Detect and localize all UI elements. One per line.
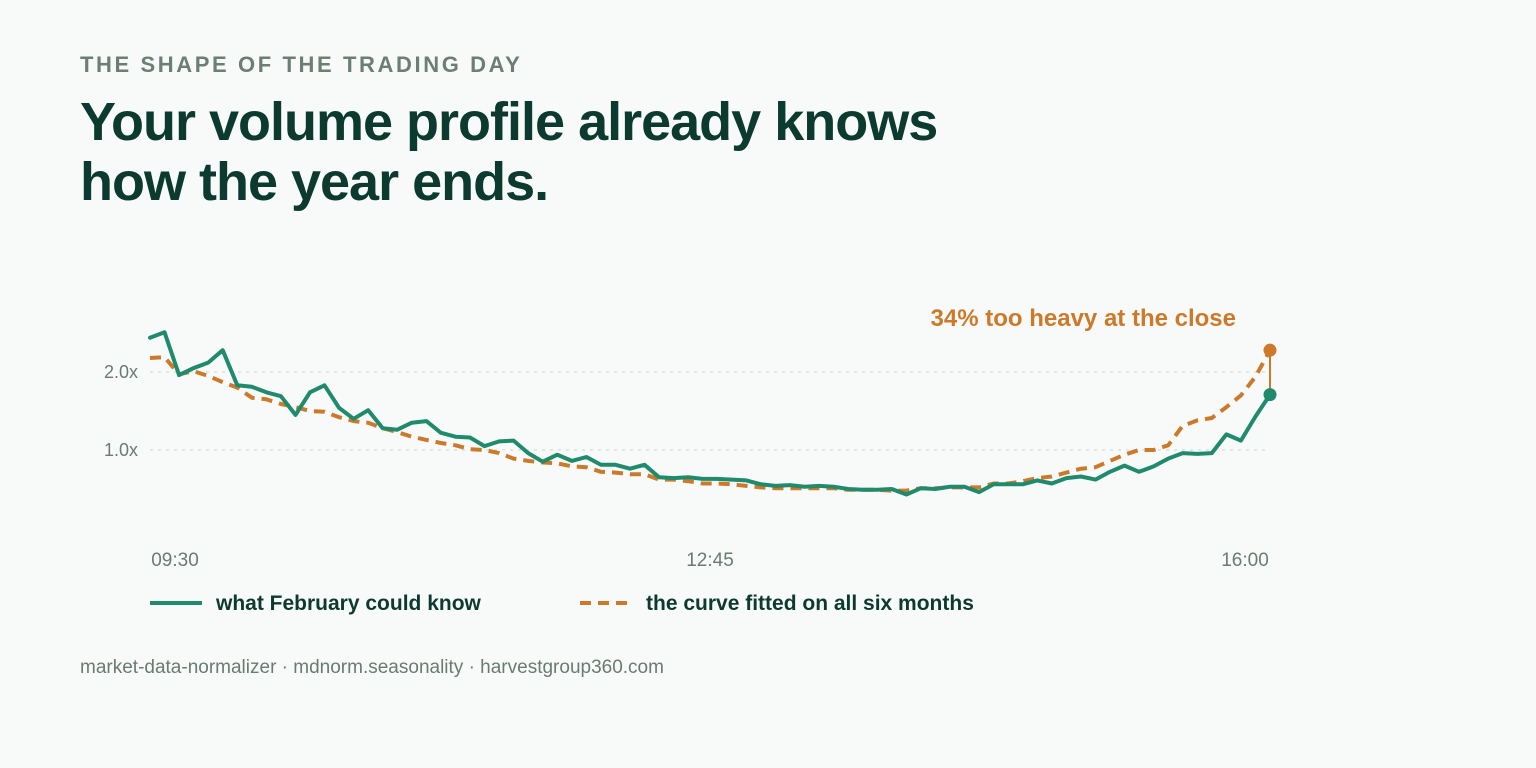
legend-label: what February could know xyxy=(215,592,482,615)
x-tick-labels: 09:30 12:45 16:00 xyxy=(151,550,1269,571)
y-tick-label: 2.0x xyxy=(104,362,138,382)
grid-lines xyxy=(150,371,1265,451)
series-line-fitted xyxy=(149,349,1272,493)
y-tick-label: 1.0x xyxy=(104,440,138,460)
x-tick-label: 16:00 xyxy=(1221,550,1269,571)
series-line-february xyxy=(148,330,1272,497)
close-annotation: 34% too heavy at the close xyxy=(931,305,1277,402)
footer-credits: market-data-normalizer · mdnorm.seasonal… xyxy=(80,657,664,678)
legend-label: the curve fitted on all six months xyxy=(646,592,974,615)
page-headline: Your volume profile already knows how th… xyxy=(80,92,938,212)
annotation-text: 34% too heavy at the close xyxy=(931,305,1236,332)
x-tick-label: 12:45 xyxy=(686,550,734,571)
eyebrow-label: THE SHAPE OF THE TRADING DAY xyxy=(80,52,523,77)
y-tick-labels: 1.0x 2.0x xyxy=(104,362,138,460)
series-lines xyxy=(148,330,1272,497)
legend: what February could know the curve fitted… xyxy=(150,592,974,615)
february-end-dot xyxy=(1263,388,1277,402)
x-tick-label: 09:30 xyxy=(151,550,199,571)
fitted-end-dot xyxy=(1263,343,1277,357)
volume-profile-chart: 1.0x 2.0x 09:30 12:45 16:00 34% too heavy a… xyxy=(104,305,1277,615)
